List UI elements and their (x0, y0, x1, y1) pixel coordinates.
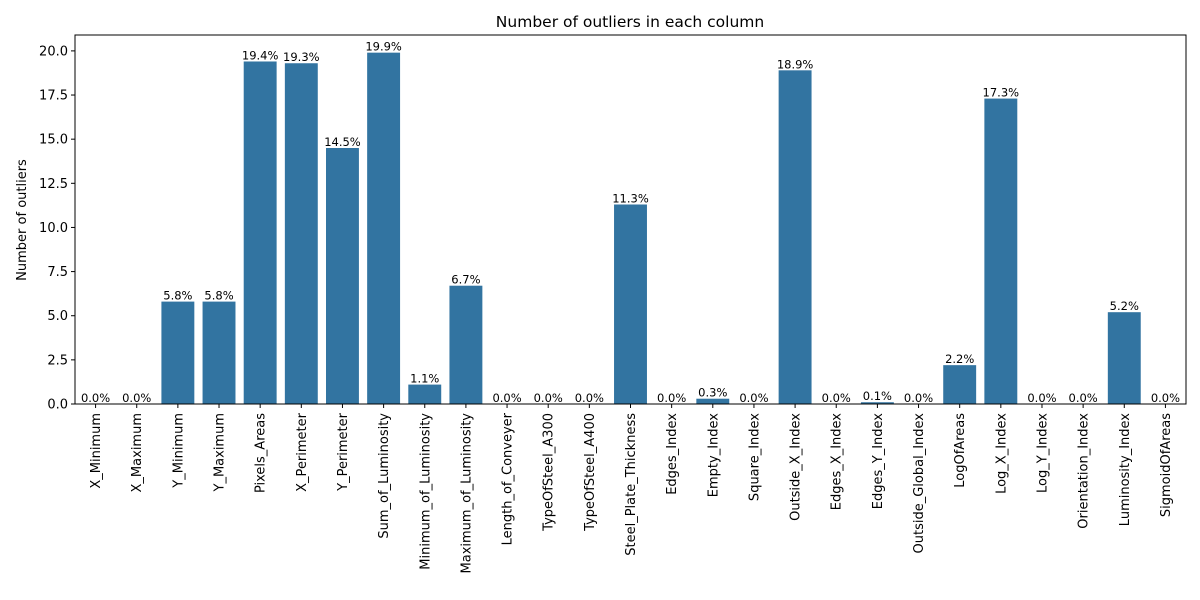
x-tick-label-Edges_Index: Edges_Index (665, 413, 680, 495)
x-tick-label-Log_X_Index: Log_X_Index (994, 413, 1009, 494)
data-label-Orientation_Index: 0.0% (1069, 391, 1098, 405)
data-label-SigmoidOfAreas: 0.0% (1151, 391, 1180, 405)
bar-Edges_Y_Index (860, 402, 894, 404)
x-tick-label-Sum_of_Luminosity: Sum_of_Luminosity (377, 413, 392, 539)
bar-Steel_Plate_Thickness (614, 204, 647, 404)
data-label-X_Minimum: 0.0% (81, 391, 110, 405)
data-label-Outside_Global_Index: 0.0% (904, 391, 933, 405)
data-label-TypeOfSteel_A400: 0.0% (575, 391, 604, 405)
y-tick-label: 5.0 (47, 309, 68, 324)
y-tick-label: 12.5 (39, 177, 68, 192)
x-tick-label-X_Minimum: X_Minimum (89, 413, 104, 489)
x-tick-label-Square_Index: Square_Index (747, 413, 762, 501)
bar-Minimum_of_Luminosity (408, 384, 442, 404)
data-label-Log_X_Index: 17.3% (983, 86, 1020, 100)
x-tick-label-SigmoidOfAreas: SigmoidOfAreas (1159, 413, 1174, 517)
bar-X_Perimeter (284, 63, 318, 404)
bar-Y_Perimeter (326, 147, 359, 404)
x-tick-label-LogOfAreas: LogOfAreas (953, 413, 968, 488)
x-tick-label-Orientation_Index: Orientation_Index (1077, 413, 1092, 529)
x-tick-label-TypeOfSteel_A300: TypeOfSteel_A300 (542, 413, 557, 532)
x-tick-label-Y_Minimum: Y_Minimum (171, 413, 186, 489)
bar-Pixels_Areas (243, 61, 277, 405)
x-tick-label-Pixels_Areas: Pixels_Areas (254, 413, 269, 493)
data-label-X_Maximum: 0.0% (122, 391, 151, 405)
x-tick-label-Y_Maximum: Y_Maximum (213, 413, 228, 493)
data-label-Y_Perimeter: 14.5% (324, 135, 361, 149)
data-label-Steel_Plate_Thickness: 11.3% (612, 191, 649, 205)
bar-Empty_Index (696, 398, 730, 404)
x-tick-label-Edges_Y_Index: Edges_Y_Index (871, 413, 886, 510)
y-tick-label: 17.5 (39, 89, 68, 104)
y-axis-label: Number of outliers (15, 159, 30, 281)
x-tick-label-Log_Y_Index: Log_Y_Index (1035, 413, 1050, 493)
data-label-Edges_Y_Index: 0.1% (863, 389, 892, 403)
y-axis-ticks: 0.0 2.5 5.0 7.5 10.0 12.5 15.0 17.5 20.0 (39, 44, 75, 413)
data-label-X_Perimeter: 19.3% (283, 50, 320, 64)
data-label-Edges_X_Index: 0.0% (822, 391, 851, 405)
data-label-Log_Y_Index: 0.0% (1027, 391, 1056, 405)
x-tick-label-Y_Perimeter: Y_Perimeter (336, 412, 351, 492)
data-label-Outside_X_Index: 18.9% (777, 57, 814, 71)
data-label-Sum_of_Luminosity: 19.9% (365, 40, 402, 54)
bar-Log_X_Index (984, 98, 1018, 404)
y-tick-label: 7.5 (47, 265, 68, 280)
x-tick-label-Luminosity_Index: Luminosity_Index (1118, 413, 1133, 526)
x-tick-label-Minimum_of_Luminosity: Minimum_of_Luminosity (418, 413, 433, 570)
bar-LogOfAreas (943, 365, 977, 404)
x-axis-ticks: X_Minimum X_Maximum Y_Minimum Y_Maximum Pixe… (89, 404, 1174, 573)
data-label-Edges_Index: 0.0% (657, 391, 686, 405)
x-tick-label-TypeOfSteel_A400: TypeOfSteel_A400 (583, 413, 598, 532)
data-labels-group: 0.0% 0.0% 5.8% 5.8% 19.4% 19.3% 14.5% 19.9% 1.1%… (81, 40, 1180, 405)
y-tick-label: 2.5 (47, 353, 68, 368)
data-label-Pixels_Areas: 19.4% (242, 48, 279, 62)
x-tick-label-Edges_X_Index: Edges_X_Index (830, 413, 845, 510)
bars-group (161, 52, 1141, 405)
data-label-Y_Minimum: 5.8% (163, 289, 192, 303)
x-tick-label-Length_of_Conveyer: Length_of_Conveyer (501, 412, 516, 545)
x-tick-label-Steel_Plate_Thickness: Steel_Plate_Thickness (624, 413, 639, 556)
data-label-Length_of_Conveyer: 0.0% (492, 391, 521, 405)
x-tick-label-Outside_X_Index: Outside_X_Index (789, 413, 804, 521)
data-label-Minimum_of_Luminosity: 1.1% (410, 372, 439, 386)
x-tick-label-Empty_Index: Empty_Index (706, 413, 721, 498)
y-tick-label: 15.0 (39, 133, 68, 148)
data-label-Y_Maximum: 5.8% (204, 289, 233, 303)
bar-Luminosity_Index (1107, 312, 1141, 404)
x-tick-label-Maximum_of_Luminosity: Maximum_of_Luminosity (459, 413, 474, 574)
bar-Maximum_of_Luminosity (449, 285, 483, 404)
data-label-Maximum_of_Luminosity: 6.7% (451, 273, 480, 287)
x-tick-label-X_Perimeter: X_Perimeter (295, 412, 310, 491)
data-label-LogOfAreas: 2.2% (945, 352, 974, 366)
data-label-Empty_Index: 0.3% (698, 386, 727, 400)
y-tick-label: 10.0 (39, 221, 68, 236)
chart-title: Number of outliers in each column (496, 13, 764, 31)
data-label-Luminosity_Index: 5.2% (1110, 299, 1139, 313)
plot-frame (74, 34, 1187, 405)
y-tick-label: 20.0 (39, 44, 68, 59)
x-tick-label-X_Maximum: X_Maximum (130, 413, 145, 492)
y-tick-label: 0.0 (47, 398, 68, 413)
data-label-Square_Index: 0.0% (739, 391, 768, 405)
bar-Y_Maximum (202, 301, 236, 404)
bar-Y_Minimum (161, 301, 195, 404)
x-tick-label-Outside_Global_Index: Outside_Global_Index (912, 413, 927, 554)
data-label-TypeOfSteel_A300: 0.0% (534, 391, 563, 405)
bar-Sum_of_Luminosity (367, 52, 401, 404)
bar-Outside_X_Index (778, 70, 812, 404)
